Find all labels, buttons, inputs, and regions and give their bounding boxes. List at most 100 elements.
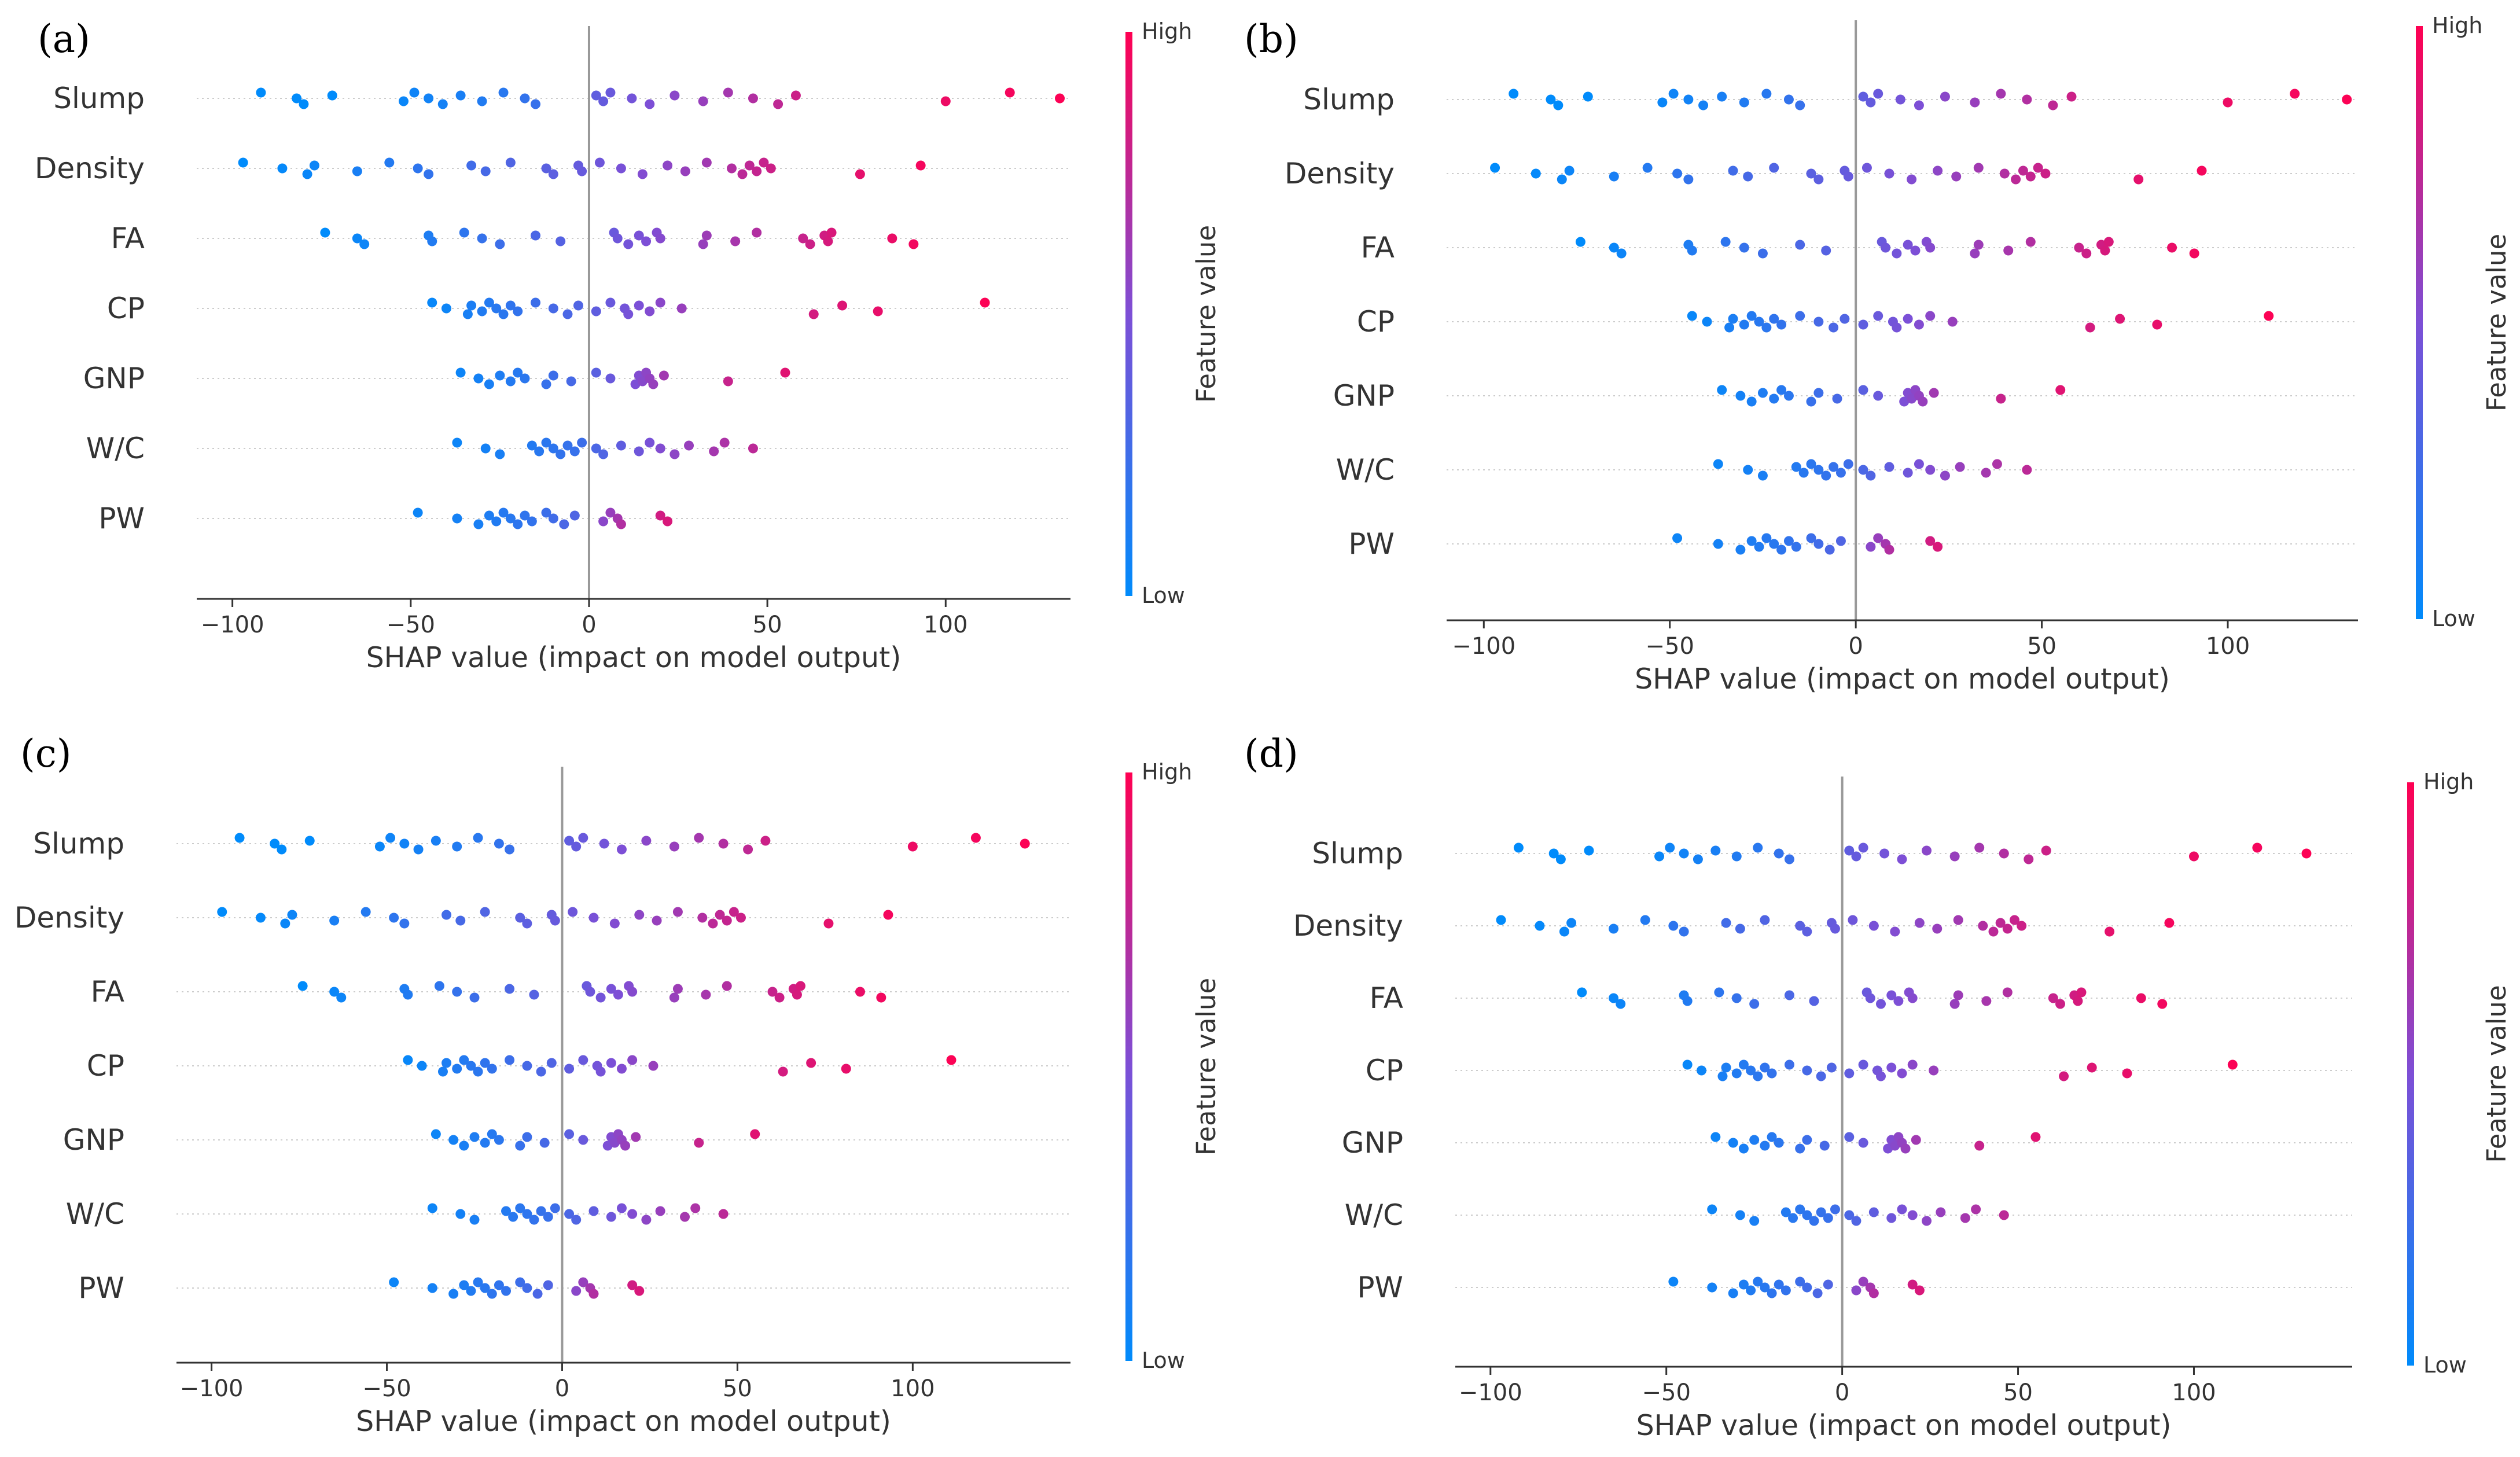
shap-point (1873, 533, 1883, 543)
shap-point (280, 918, 290, 929)
colorbar-title: Feature value (1191, 978, 1222, 1156)
shap-point (2003, 245, 2014, 256)
shap-point (1509, 89, 1519, 99)
shap-point (477, 306, 487, 317)
shap-point (1929, 1065, 1939, 1076)
shap-point (1802, 1282, 1812, 1293)
shap-point (697, 913, 708, 923)
shap-point (2022, 465, 2032, 475)
shap-point (2189, 248, 2199, 259)
shap-point (522, 918, 532, 929)
feature-label: CP (1357, 305, 1395, 339)
shap-point (1897, 1204, 1907, 1215)
shap-point (805, 239, 815, 249)
shap-point (466, 1061, 476, 1071)
shap-point (641, 1215, 652, 1225)
x-tick-label: −50 (387, 612, 435, 638)
shap-point (578, 833, 588, 843)
shap-point (1696, 1065, 1706, 1076)
shap-point (588, 1289, 599, 1299)
shap-point (588, 1206, 599, 1216)
shap-point (1774, 1279, 1784, 1290)
shap-point (1609, 171, 1619, 182)
shap-point (1951, 171, 1962, 182)
shap-point (808, 309, 819, 319)
shap-point (1739, 319, 1749, 330)
shap-point (1795, 921, 1805, 931)
shap-point (908, 239, 919, 249)
shap-point (1761, 89, 1772, 99)
feature-label: PW (1357, 1271, 1403, 1304)
shap-point (469, 1215, 480, 1225)
feature-label: Slump (1312, 837, 1403, 870)
shap-point (536, 1066, 546, 1077)
shap-point (2025, 237, 2036, 247)
shap-point (1914, 100, 1924, 111)
shap-point (1802, 1065, 1812, 1076)
feature-label: PW (1348, 527, 1395, 561)
shap-point (1616, 248, 1627, 259)
shap-point (1693, 854, 1703, 864)
shap-point (1564, 165, 1574, 176)
shap-point (548, 370, 558, 381)
shap-point (2157, 999, 2168, 1009)
shap-point (529, 989, 539, 1000)
shap-point (1795, 240, 1805, 250)
shap-point (684, 440, 694, 451)
shap-point (459, 1140, 469, 1151)
shap-point (564, 836, 575, 846)
shap-point (452, 513, 462, 524)
shap-point (1907, 1210, 1918, 1220)
shap-point (1829, 462, 1839, 472)
shap-point (1717, 91, 1727, 102)
shap-point (1809, 996, 1819, 1006)
shap-point (1868, 1207, 1879, 1217)
shap-point (2085, 322, 2095, 333)
shap-point (441, 303, 451, 314)
shap-point (409, 87, 420, 98)
shap-point (1809, 1216, 1819, 1226)
shap-point (1858, 465, 1868, 475)
shap-point (1907, 993, 1918, 1003)
shap-point (723, 87, 733, 98)
shap-point (431, 1129, 441, 1139)
x-tick-label: −50 (1642, 1379, 1690, 1406)
shap-point (1513, 842, 1524, 853)
shap-point (694, 1138, 704, 1148)
shap-point (1907, 393, 1917, 404)
shap-point (1858, 319, 1868, 330)
shap-point (1897, 1068, 1907, 1079)
shap-point (1873, 89, 1883, 99)
shap-point (532, 1289, 543, 1299)
shap-point (427, 297, 437, 308)
shap-point (609, 918, 620, 929)
shap-point (1749, 999, 1760, 1009)
shap-point (1760, 1282, 1770, 1293)
shap-point (1953, 915, 1963, 925)
shap-point (498, 507, 509, 518)
feature-label: W/C (1336, 453, 1395, 487)
shap-point (550, 1203, 560, 1213)
shap-point (1851, 851, 1862, 862)
feature-label: FA (1370, 981, 1403, 1015)
feature-label: PW (98, 502, 145, 535)
shap-point (1879, 848, 1890, 859)
shap-point (448, 1289, 459, 1299)
shap-point (798, 233, 808, 244)
shap-point (613, 989, 623, 1000)
shap-point (806, 1058, 816, 1068)
shap-point (1788, 1213, 1798, 1223)
shap-point (1721, 918, 1731, 928)
shap-point (455, 915, 466, 926)
shap-point (1922, 1216, 1932, 1226)
shap-point (652, 915, 662, 926)
shap-point (455, 90, 466, 101)
feature-label: PW (78, 1271, 124, 1305)
shap-point (1875, 999, 1886, 1009)
shap-point (1821, 470, 1831, 481)
shap-point (2017, 921, 2027, 931)
shap-point (1843, 171, 1853, 182)
shap-point (1988, 926, 1999, 937)
shap-point (329, 915, 340, 926)
shap-point (2030, 1132, 2041, 1142)
